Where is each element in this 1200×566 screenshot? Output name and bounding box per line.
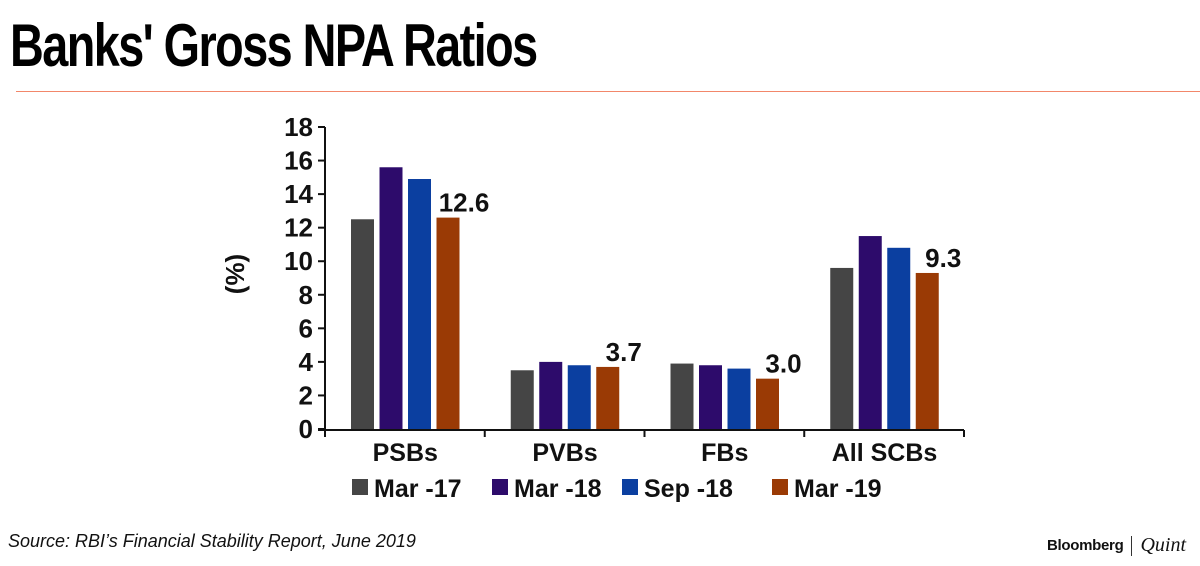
x-category-label: FBs: [701, 439, 748, 467]
y-tick-label: 0: [299, 414, 313, 444]
y-tick-label: 14: [284, 179, 313, 209]
y-tick-label: 2: [299, 380, 313, 410]
data-labels: 12.6 3.7 3.0 9.3: [439, 188, 962, 379]
bar: [699, 365, 722, 429]
legend-label: Mar -17: [374, 475, 462, 503]
legend-swatch: [772, 479, 788, 495]
legend: Mar -17 Mar -18 Sep -18 Mar -19: [352, 475, 882, 503]
x-axis: PSBs PVBs FBs All SCBs: [318, 429, 965, 467]
x-category-label: All SCBs: [832, 439, 938, 467]
y-tick-label: 18: [284, 112, 313, 142]
bar: [756, 378, 779, 429]
legend-label: Mar -18: [514, 475, 602, 503]
brand-separator: [1131, 535, 1133, 556]
bar: [379, 167, 403, 429]
title-divider: [16, 91, 1200, 92]
legend-swatch: [492, 479, 508, 495]
bars: [351, 167, 939, 429]
brand-logo: Bloomberg Quint: [1047, 534, 1186, 557]
bar: [539, 361, 563, 429]
data-label: 9.3: [925, 243, 961, 273]
y-tick-label: 12: [284, 213, 313, 243]
bar: [858, 236, 882, 429]
bar: [408, 179, 431, 429]
chart-title: Banks' Gross NPA Ratios: [10, 12, 538, 79]
data-label: 3.7: [606, 337, 642, 367]
y-tick-label: 4: [299, 347, 314, 377]
bar: [915, 272, 939, 429]
bar: [887, 247, 911, 429]
y-axis-label: (%): [220, 254, 250, 294]
y-tick-label: 6: [299, 313, 313, 343]
brand-quint: Quint: [1140, 534, 1186, 556]
bar: [510, 370, 534, 429]
y-tick-label: 16: [284, 146, 313, 176]
data-label: 12.6: [439, 188, 490, 218]
x-category-label: PSBs: [373, 439, 438, 467]
bar: [567, 365, 591, 429]
bar: [830, 267, 854, 429]
bar: [670, 363, 694, 429]
bar: [436, 217, 460, 429]
legend-label: Mar -19: [794, 475, 882, 503]
bar: [596, 366, 620, 429]
source-note: Source: RBI’s Financial Stability Report…: [8, 531, 416, 551]
data-label: 3.0: [765, 349, 801, 379]
bar: [351, 219, 374, 429]
brand-bloomberg: Bloomberg: [1046, 537, 1124, 554]
x-category-label: PVBs: [532, 439, 597, 467]
legend-swatch: [622, 479, 638, 495]
y-tick-label: 10: [284, 246, 313, 276]
bar: [727, 368, 751, 429]
legend-label: Sep -18: [644, 475, 733, 503]
legend-swatch: [352, 479, 368, 495]
y-tick-label: 8: [299, 280, 313, 310]
